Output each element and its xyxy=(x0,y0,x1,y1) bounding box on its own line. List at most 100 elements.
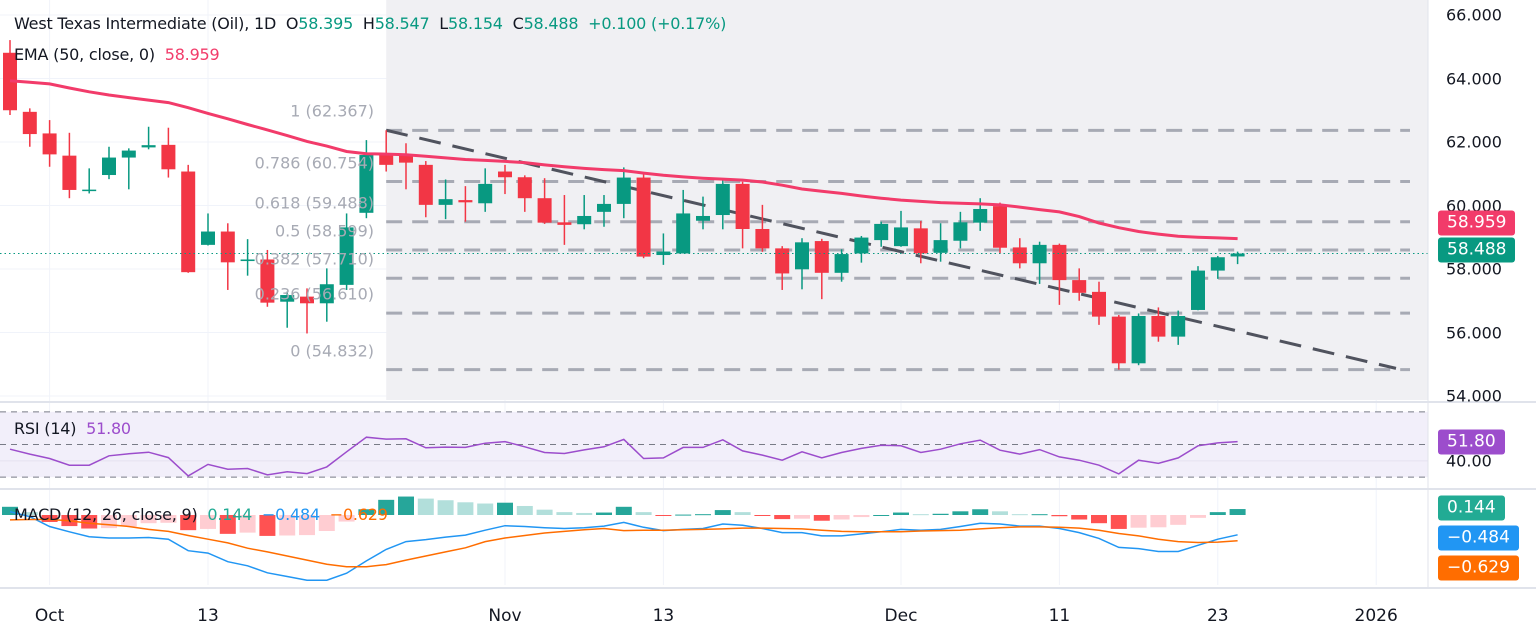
macd-histogram-bar xyxy=(794,515,810,519)
macd-histogram-bar xyxy=(457,502,474,515)
candle-body xyxy=(438,199,453,205)
time-axis-label: 13 xyxy=(197,606,219,626)
macd-histogram-bar xyxy=(41,515,58,522)
trendline[interactable] xyxy=(385,128,1397,370)
macd-histogram-bar xyxy=(378,499,395,515)
macd-histogram-bar xyxy=(516,505,533,515)
candle xyxy=(201,213,215,246)
macd-tag: −0.484 xyxy=(1438,525,1519,551)
close-value: 58.488 xyxy=(523,14,579,33)
candlestick-series xyxy=(3,40,1245,370)
macd-signal-value: −0.629 xyxy=(329,505,388,524)
candle-body xyxy=(319,284,334,304)
candle-body xyxy=(616,177,631,204)
macd-histogram-bar xyxy=(81,515,98,529)
candle xyxy=(735,181,750,249)
candle xyxy=(834,249,849,282)
candle-body xyxy=(874,223,889,241)
macd-legend[interactable]: MACD (12, 26, close, 9) 0.144 −0.484 −0.… xyxy=(14,505,388,524)
candle-body xyxy=(656,251,671,256)
rsi-tag: 51.80 xyxy=(1438,429,1505,455)
candle-body xyxy=(1111,316,1126,364)
candle xyxy=(82,168,97,194)
ema-label: EMA (50, close, 0) xyxy=(14,45,155,64)
macd-histogram-bar xyxy=(497,502,513,515)
candle-body xyxy=(755,228,770,249)
macd-histogram-bar xyxy=(1209,512,1226,515)
candle xyxy=(1171,310,1186,345)
macd-histogram-bar xyxy=(1130,515,1147,528)
macd-histogram-bar xyxy=(2,506,18,515)
macd-line xyxy=(9,510,1238,581)
candle xyxy=(161,127,176,178)
candle xyxy=(1111,315,1126,370)
macd-histogram-bar xyxy=(160,515,177,523)
price-axis-label: 66.000 xyxy=(1446,5,1502,25)
macd-histogram-bar xyxy=(358,509,375,515)
macd-histogram-bar xyxy=(200,515,216,529)
candle xyxy=(458,186,473,222)
macd-histogram-bar xyxy=(140,515,157,524)
candle xyxy=(1210,255,1225,279)
macd-histogram-bar xyxy=(279,515,296,536)
candle-body xyxy=(953,222,968,241)
symbol-title[interactable]: West Texas Intermediate (Oil), 1D xyxy=(14,14,277,33)
candle-body xyxy=(300,296,314,304)
candle xyxy=(1131,313,1146,366)
signal-tag: −0.629 xyxy=(1438,555,1519,581)
candle xyxy=(240,239,255,276)
candle-body xyxy=(1012,247,1027,264)
trendline-segment xyxy=(385,128,1397,370)
candle xyxy=(22,108,37,147)
macd-histogram-bar xyxy=(120,515,137,527)
candle xyxy=(953,211,968,249)
candle xyxy=(300,288,314,334)
low-label: L xyxy=(439,14,448,33)
candle-body xyxy=(577,215,592,225)
macd-histogram-bar xyxy=(655,515,672,516)
fib-level-label: 0.786 (60.754) xyxy=(254,153,374,173)
candle xyxy=(517,175,532,212)
macd-histogram-bar xyxy=(714,510,731,515)
candle xyxy=(319,268,334,322)
candle xyxy=(537,178,552,224)
macd-histogram-bar xyxy=(1011,514,1028,516)
fibonacci-retracement[interactable] xyxy=(386,128,1410,372)
macd-histogram-bar xyxy=(477,503,494,515)
candle-body xyxy=(537,198,552,223)
candle xyxy=(1151,307,1166,342)
macd-histogram-bar xyxy=(259,515,276,536)
macd-histogram-bar xyxy=(992,511,1008,515)
macd-histogram-bar xyxy=(853,515,870,518)
rsi-value: 51.80 xyxy=(86,419,131,438)
candle-body xyxy=(379,155,394,165)
open-value: 58.395 xyxy=(298,14,354,33)
candle xyxy=(1092,281,1106,325)
macd-histogram-bar xyxy=(774,515,791,520)
macd-label: MACD (12, 26, close, 9) xyxy=(14,505,198,524)
rsi-legend[interactable]: RSI (14) 51.80 xyxy=(14,419,131,438)
candle xyxy=(1012,238,1027,269)
rsi-line xyxy=(9,436,1238,477)
candle xyxy=(260,249,275,307)
ema-legend[interactable]: EMA (50, close, 0) 58.959 xyxy=(14,45,220,64)
candle-body xyxy=(1230,253,1245,257)
price-axis-label: 60.000 xyxy=(1446,196,1502,215)
candle xyxy=(854,235,869,263)
macd-histogram-bar xyxy=(912,514,929,516)
candle xyxy=(280,291,295,328)
candle xyxy=(933,223,948,262)
candle-body xyxy=(894,227,908,247)
candle-body xyxy=(1032,244,1047,264)
candle xyxy=(696,196,710,230)
candle xyxy=(676,189,691,254)
candle xyxy=(418,161,433,218)
candle-body xyxy=(478,183,493,204)
candle xyxy=(775,246,790,290)
price-axis-label: 58.000 xyxy=(1446,259,1502,279)
time-axis-label: 11 xyxy=(1048,606,1071,626)
macd-histogram-bar xyxy=(873,515,890,516)
candle xyxy=(715,180,730,230)
fib-level-label: 0.5 (58.599) xyxy=(275,221,374,241)
